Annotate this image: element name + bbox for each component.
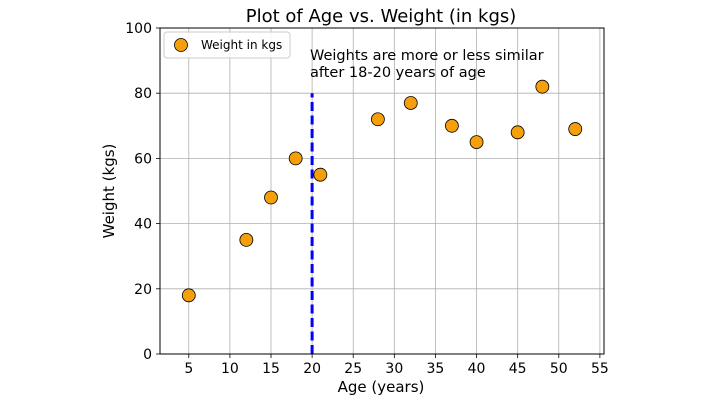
x-tick-label: 55 [591,361,609,377]
y-axis-label: Weight (kgs) [100,144,118,239]
data-point [181,288,196,303]
chart-title: Plot of Age vs. Weight (in kgs) [246,6,517,27]
data-point [313,167,328,182]
annotation: Weights are more or less similar after 1… [310,48,544,81]
data-point [239,232,254,247]
legend: Weight in kgs [163,31,291,59]
data-point [568,122,583,136]
legend-marker [174,38,188,52]
legend-label: Weight in kgs [201,38,282,52]
plot-area [160,28,604,354]
grid [160,27,604,355]
x-tick-label: 50 [550,361,568,377]
y-tick-label: 20 [134,282,152,298]
y-tick-label: 60 [134,151,152,167]
annotation-line-1: Weights are more or less similar [310,48,544,64]
data-point [469,135,484,150]
legend-box [163,31,291,59]
x-axis-ticks: 5 10 15 20 25 30 35 40 45 50 55 [184,354,609,377]
annotation-line-2: after 18-20 years of age [310,65,486,81]
data-point [403,96,418,110]
x-tick-label: 30 [385,361,403,377]
data-point [444,118,459,133]
y-tick-label: 0 [143,347,152,363]
y-tick-label: 100 [125,21,152,37]
x-tick-label: 20 [303,361,321,377]
y-tick-label: 40 [134,217,152,233]
y-axis-ticks: 0 20 40 60 80 100 [125,21,160,363]
x-tick-label: 5 [184,361,193,377]
y-tick-label: 80 [134,86,152,102]
data-point [288,151,303,166]
x-tick-label: 10 [221,361,239,377]
plot-frame [159,27,605,355]
data-point [535,79,550,94]
x-tick-label: 15 [262,361,280,377]
x-tick-label: 25 [344,361,362,377]
data-points [181,79,583,303]
x-axis-label: Age (years) [338,378,425,396]
x-tick-label: 45 [509,361,527,377]
data-point [264,190,278,205]
data-point [370,112,385,127]
x-tick-label: 40 [468,361,486,377]
data-point [510,125,525,140]
x-tick-label: 35 [427,361,445,377]
